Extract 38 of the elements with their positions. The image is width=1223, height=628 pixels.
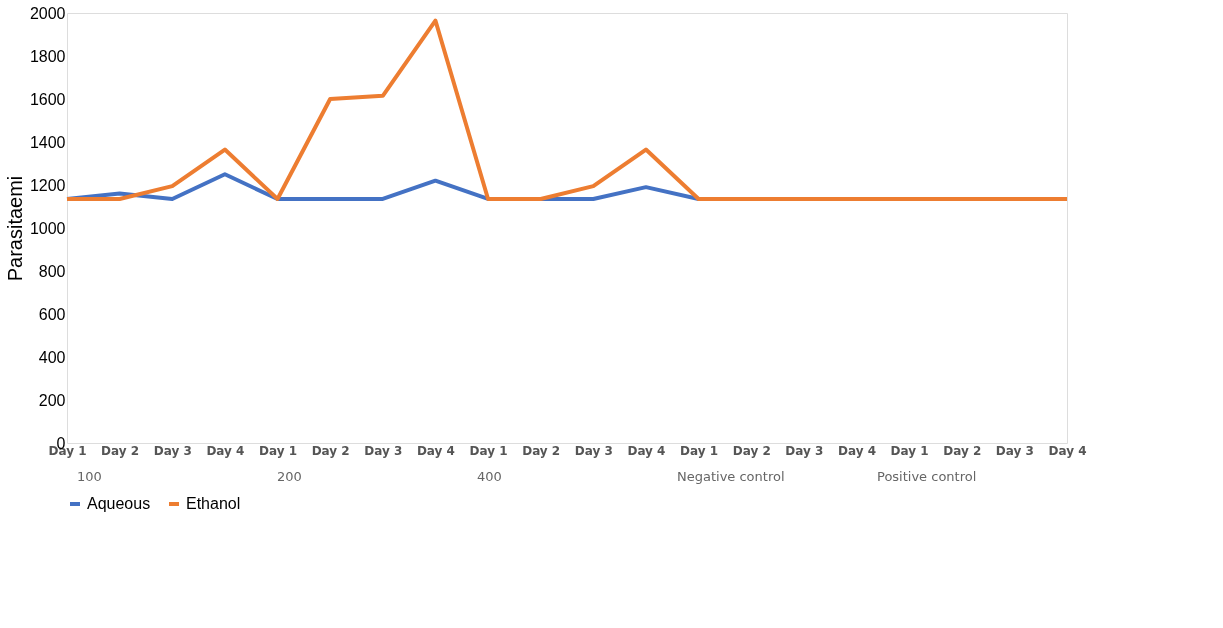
x-tick-label: Day 3 (364, 443, 403, 458)
x-tick-label: Day 4 (627, 443, 666, 458)
y-tick-label: 1600 (29, 90, 66, 108)
x-tick-label: Day 3 (153, 443, 192, 458)
y-tick-label: 600 (38, 305, 66, 323)
x-tick-label: Day 1 (259, 443, 298, 458)
text: 100 (77, 469, 102, 484)
x-tick-label: Day 4 (416, 443, 455, 458)
y-tick-label: 1800 (29, 47, 66, 65)
y-tick-label: 200 (38, 391, 66, 409)
x-tick-label: Day 2 (732, 443, 771, 458)
y-axis-title: Parasitaemi (3, 175, 26, 282)
y-tick-label: 1400 (29, 133, 66, 151)
y-tick-label: 1000 (29, 219, 66, 237)
x-tick-label: Day 4 (837, 443, 876, 458)
x-tick-label: Day 3 (995, 443, 1034, 458)
x-tick-label: Day 4 (1048, 443, 1087, 458)
x-tick-label: Day 2 (943, 443, 982, 458)
line-series (65, 18, 1069, 201)
text: 400 (477, 469, 502, 484)
x-tick-label: Day 2 (311, 443, 350, 458)
x-tick-label: Day 3 (574, 443, 613, 458)
y-tick-label: 1200 (29, 176, 66, 194)
x-tick-label: Day 2 (101, 443, 140, 458)
x-tick-label: Day 2 (522, 443, 561, 458)
text: Positive control (877, 469, 977, 484)
y-tick-label: 400 (38, 348, 66, 366)
text: 200 (277, 469, 302, 484)
y-tick-label: 800 (38, 262, 66, 280)
x-tick-label: Day 1 (469, 443, 508, 458)
x-tick-label: Day 3 (785, 443, 824, 458)
x-tick-label: Day 1 (680, 443, 719, 458)
x-tick-label: Day 1 (890, 443, 929, 458)
x-tick-label: Day 4 (206, 443, 245, 458)
legend-label: Ethanol (186, 495, 241, 512)
text: Negative control (677, 469, 785, 484)
legend-label: Aqueous (87, 495, 151, 512)
y-tick-label: 2000 (29, 4, 66, 22)
